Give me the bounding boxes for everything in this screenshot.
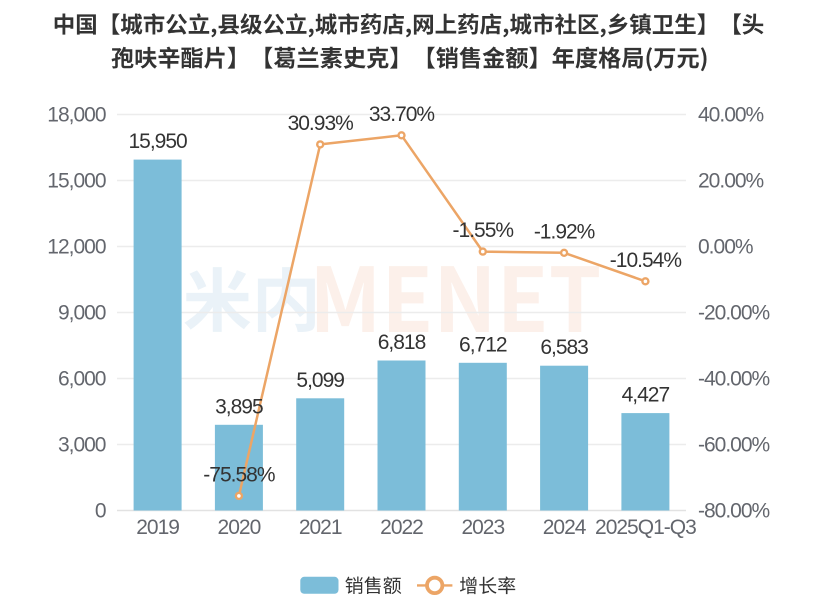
svg-text:6,818: 6,818 [378, 331, 426, 354]
svg-text:6,583: 6,583 [540, 336, 588, 359]
svg-text:15,000: 15,000 [47, 170, 106, 193]
svg-text:6,712: 6,712 [459, 333, 507, 356]
svg-text:2025Q1-Q3: 2025Q1-Q3 [595, 516, 696, 539]
svg-text:9,000: 9,000 [58, 302, 106, 325]
svg-text:-75.58%: -75.58% [203, 464, 275, 487]
svg-text:3,895: 3,895 [215, 395, 263, 418]
svg-text:-60.00%: -60.00% [698, 434, 770, 457]
svg-text:2024: 2024 [543, 516, 587, 539]
svg-text:-1.55%: -1.55% [453, 219, 514, 242]
svg-text:2020: 2020 [218, 516, 261, 539]
svg-text:20.00%: 20.00% [698, 170, 764, 193]
svg-text:15,950: 15,950 [128, 130, 187, 153]
svg-text:3,000: 3,000 [58, 434, 106, 457]
svg-text:-80.00%: -80.00% [698, 500, 770, 523]
svg-text:0.00%: 0.00% [698, 236, 753, 259]
svg-text:33.70%: 33.70% [369, 103, 435, 126]
svg-text:12,000: 12,000 [47, 236, 106, 259]
svg-text:-40.00%: -40.00% [698, 368, 770, 391]
svg-text:4,427: 4,427 [622, 384, 670, 407]
svg-text:-1.92%: -1.92% [534, 220, 595, 243]
svg-text:0: 0 [95, 500, 106, 523]
svg-text:-20.00%: -20.00% [698, 302, 770, 325]
svg-text:18,000: 18,000 [47, 104, 106, 127]
svg-text:6,000: 6,000 [58, 368, 106, 391]
svg-text:5,099: 5,099 [296, 369, 344, 392]
svg-text:2021: 2021 [299, 516, 342, 539]
svg-text:2019: 2019 [136, 516, 179, 539]
svg-text:-10.54%: -10.54% [610, 249, 682, 272]
svg-text:40.00%: 40.00% [698, 104, 764, 127]
svg-text:2023: 2023 [461, 516, 504, 539]
svg-text:2022: 2022 [380, 516, 423, 539]
svg-text:30.93%: 30.93% [288, 112, 354, 135]
